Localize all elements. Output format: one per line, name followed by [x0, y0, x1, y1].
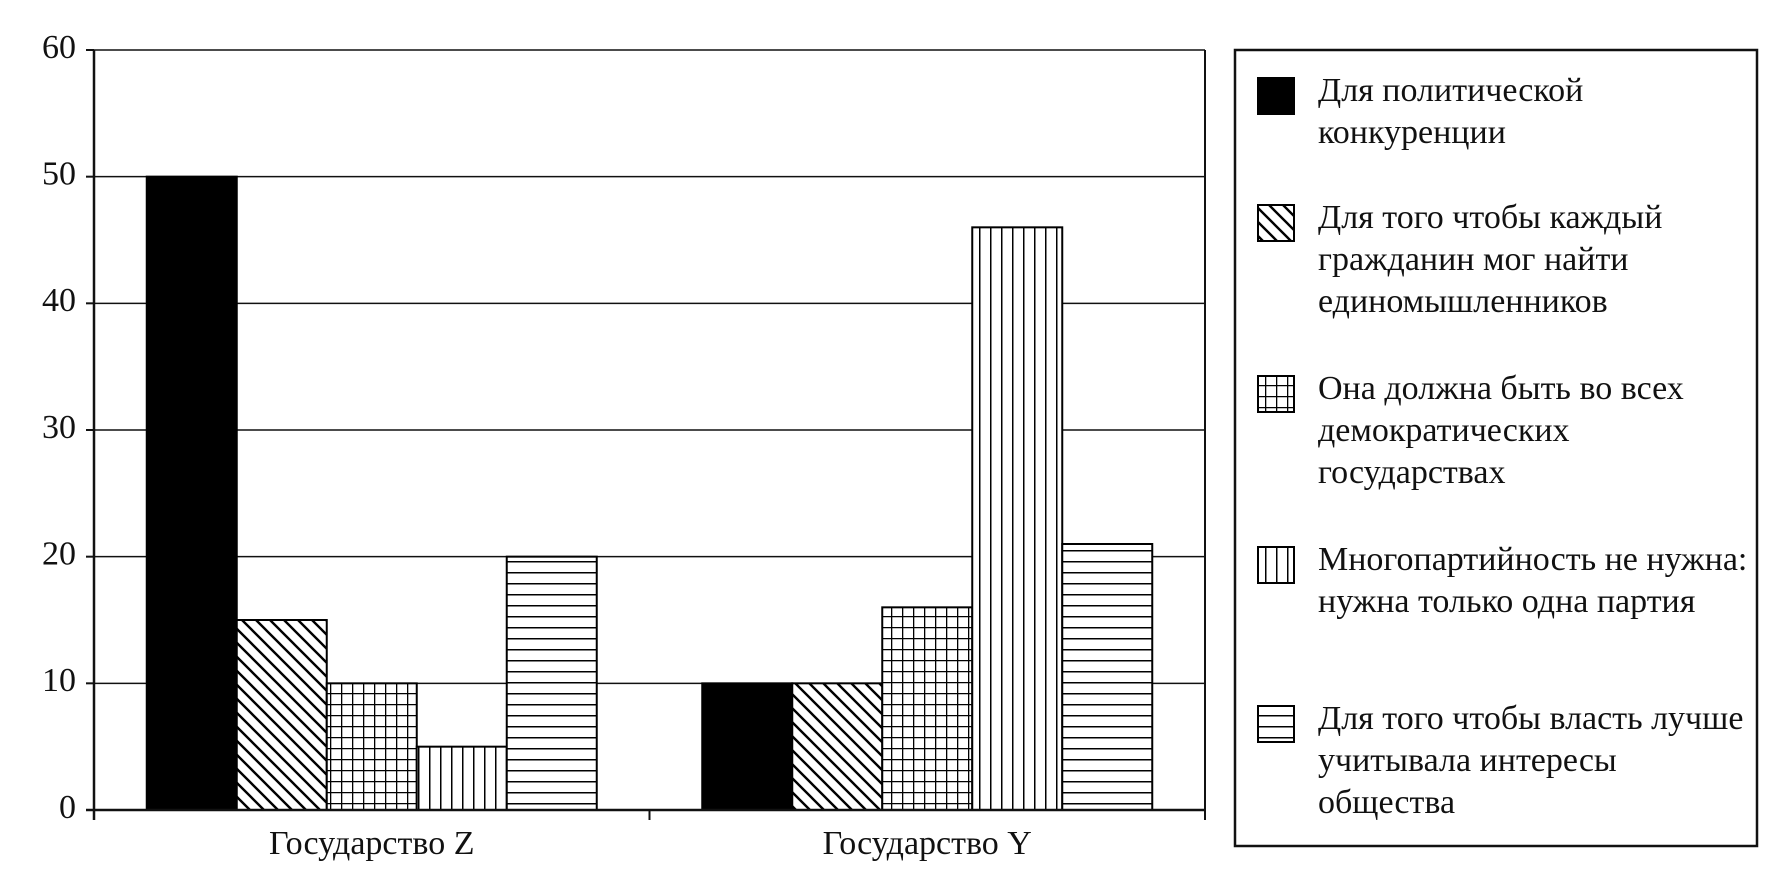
legend-swatch — [1257, 375, 1295, 413]
legend-swatch — [1257, 705, 1295, 743]
legend-entry: Для политической конкуренции — [1318, 72, 1584, 151]
bar — [881, 606, 974, 811]
legend-entry: Она должна быть во всех демократических … — [1318, 370, 1684, 491]
y-tick-label: 50 — [42, 155, 76, 192]
bar — [1061, 543, 1154, 811]
bar — [701, 682, 794, 811]
legend-label: Для того чтобы каждый гражданин мог найт… — [1318, 199, 1663, 320]
bar — [971, 226, 1064, 812]
legend-box — [1233, 48, 1759, 848]
y-tick-label: 20 — [42, 535, 76, 572]
legend-label: Для того чтобы власть лучше учитывала ин… — [1318, 700, 1744, 821]
y-tick-label: 10 — [42, 662, 76, 699]
bar — [235, 619, 328, 811]
bar — [505, 555, 598, 812]
y-tick-label: 40 — [42, 282, 76, 319]
legend-swatch — [1257, 546, 1295, 584]
legend-swatch — [1257, 204, 1295, 242]
y-tick-label: 0 — [59, 789, 76, 826]
bar — [325, 682, 418, 811]
x-tick-label: Государство Y — [823, 825, 1032, 862]
bar — [791, 682, 884, 811]
legend-label: Многопартийность не нужна: нужна только … — [1318, 541, 1748, 620]
y-tick-label: 30 — [42, 409, 76, 446]
legend-entry: Многопартийность не нужна: нужна только … — [1318, 541, 1748, 620]
y-tick-label: 60 — [42, 29, 76, 66]
legend-entry: Для того чтобы каждый гражданин мог найт… — [1318, 199, 1663, 320]
bar — [145, 175, 238, 811]
bar — [415, 745, 508, 812]
legend-swatch — [1257, 77, 1295, 115]
legend-label: Она должна быть во всех демократических … — [1318, 370, 1684, 491]
legend-label: Для политической конкуренции — [1318, 72, 1584, 151]
legend-entry: Для того чтобы власть лучше учитывала ин… — [1318, 700, 1744, 821]
x-tick-label: Государство Z — [269, 825, 474, 862]
